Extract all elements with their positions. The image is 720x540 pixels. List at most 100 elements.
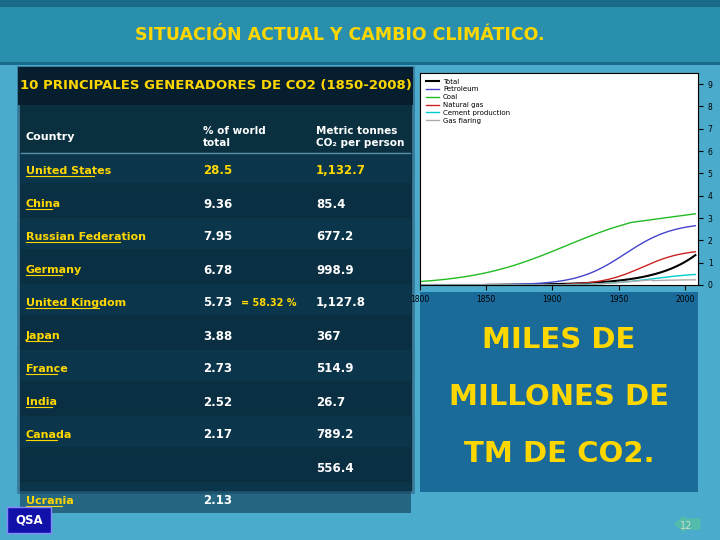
Text: United Kingdom: United Kingdom [26,298,126,308]
Gas flaring [415,282,424,288]
Text: MILES DE: MILES DE [482,326,636,354]
Gas flaring [474,282,482,288]
FancyBboxPatch shape [20,152,411,183]
Cement production [639,276,648,283]
Text: % of world
total: % of world total [203,126,266,148]
FancyBboxPatch shape [20,251,411,281]
Petroleum [605,260,613,267]
Total [611,278,620,284]
Line: Cement production: Cement production [420,274,696,285]
Text: 556.4: 556.4 [316,462,354,475]
Text: 9.36: 9.36 [203,198,233,211]
Text: United States: United States [26,166,112,176]
Text: 2.13: 2.13 [203,495,232,508]
Text: France: France [26,364,68,374]
Coal [611,224,620,230]
Gas flaring [605,280,613,286]
Natural gas [691,248,700,255]
Gas flaring [423,282,432,288]
Cement production [415,282,424,288]
Text: 367: 367 [316,329,341,342]
FancyArrow shape [675,516,700,532]
Text: 7.95: 7.95 [203,231,233,244]
Coal [423,278,432,284]
Text: 85.4: 85.4 [316,198,346,211]
Natural gas [611,274,620,281]
Coal [474,271,482,278]
Petroleum [691,222,700,229]
Natural gas [474,282,482,288]
FancyBboxPatch shape [7,507,51,533]
Gas flaring [691,276,700,283]
Text: TM DE CO2.: TM DE CO2. [464,440,654,468]
FancyBboxPatch shape [20,449,411,480]
FancyBboxPatch shape [20,349,411,381]
Total [691,252,700,258]
Coal [415,278,424,285]
Coal [691,211,700,217]
Petroleum [639,239,648,246]
Petroleum [415,282,424,288]
Line: Gas flaring: Gas flaring [420,280,696,285]
Text: 12: 12 [680,521,692,531]
Text: QSA: QSA [15,514,42,526]
Coal [639,218,648,224]
Petroleum [474,282,482,288]
Natural gas [639,264,648,270]
FancyBboxPatch shape [20,185,411,215]
Gas flaring [639,277,648,284]
Cement production [691,271,700,278]
Text: 789.2: 789.2 [316,429,354,442]
Text: 28.5: 28.5 [203,165,233,178]
Petroleum [611,256,620,263]
FancyBboxPatch shape [420,73,698,285]
Text: 1,127.8: 1,127.8 [316,296,366,309]
FancyBboxPatch shape [0,7,720,62]
Text: 5.73: 5.73 [203,296,232,309]
Legend: Total, Petroleum, Coal, Natural gas, Cement production, Gas flaring: Total, Petroleum, Coal, Natural gas, Cem… [423,77,512,126]
Natural gas [513,282,522,288]
Text: Germany: Germany [26,265,82,275]
FancyBboxPatch shape [420,292,698,492]
Text: 998.9: 998.9 [316,264,354,276]
Gas flaring [513,282,522,288]
FancyBboxPatch shape [20,218,411,248]
Text: 2.73: 2.73 [203,362,232,375]
Line: Coal: Coal [420,214,696,281]
Text: 2.17: 2.17 [203,429,232,442]
Coal [513,261,522,267]
Text: 3.88: 3.88 [203,329,233,342]
Cement production [513,282,522,288]
FancyBboxPatch shape [18,67,413,492]
Text: Country: Country [26,132,76,142]
Total [605,278,613,285]
Petroleum [513,281,522,287]
FancyBboxPatch shape [20,382,411,414]
Text: China: China [26,199,61,209]
Text: India: India [26,397,57,407]
Text: Japan: Japan [26,331,60,341]
Line: Petroleum: Petroleum [420,226,696,285]
Natural gas [605,276,613,282]
Cement production [611,280,620,286]
Text: 514.9: 514.9 [316,362,354,375]
Text: 2.52: 2.52 [203,395,232,408]
Text: Canada: Canada [26,430,73,440]
Total [639,273,648,280]
FancyBboxPatch shape [0,0,720,65]
Total [415,282,424,288]
Coal [605,226,613,232]
Line: Total: Total [420,255,696,285]
FancyBboxPatch shape [20,284,411,314]
Text: Metric tonnes
CO₂ per person: Metric tonnes CO₂ per person [316,126,405,148]
Cement production [605,280,613,286]
Total [423,282,432,288]
Total [513,281,522,288]
Natural gas [423,282,432,288]
Cement production [474,282,482,288]
FancyBboxPatch shape [18,67,413,105]
Cement production [423,282,432,288]
Text: 1,132.7: 1,132.7 [316,165,366,178]
Text: 677.2: 677.2 [316,231,354,244]
Text: = 58.32 %: = 58.32 % [241,298,297,308]
